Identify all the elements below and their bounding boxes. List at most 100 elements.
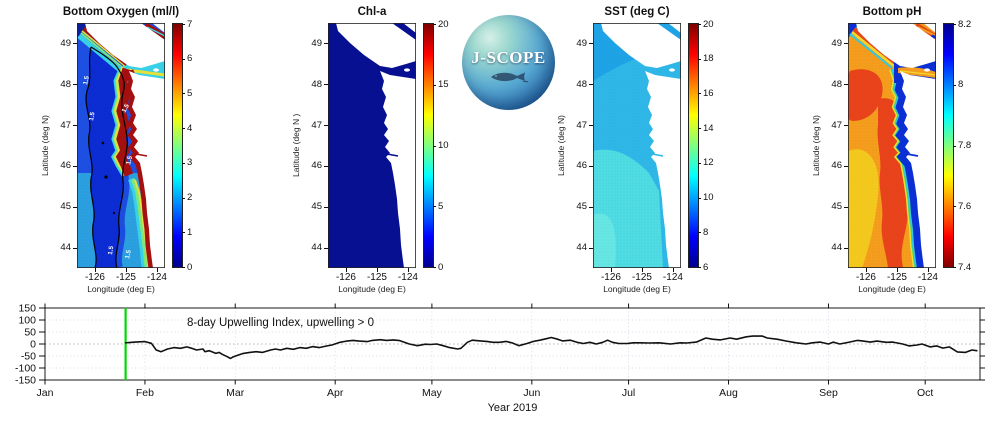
colorbar-tick-label: 10: [703, 192, 714, 204]
lon-tick-mark: [345, 268, 347, 272]
month-tick-label: Apr: [327, 387, 344, 399]
colorbar-tick-mark: [698, 24, 701, 25]
colorbar-tick-label: 1: [187, 226, 193, 238]
lat-tick-mark: [589, 206, 593, 208]
land-coast: [645, 71, 681, 268]
colorbar-sst: 20 18 16 14 12 10 8 6: [688, 19, 714, 272]
lat-tick-label: 49: [311, 37, 322, 49]
lon-tick-label: -125: [631, 272, 652, 283]
colorbar-tick-mark: [953, 206, 956, 208]
lon-tick-label: -124: [662, 272, 683, 283]
lon-tick-label: -124: [397, 272, 418, 283]
lat-tick-mark: [589, 165, 593, 167]
colorbar-tick-label: 7.8: [958, 140, 972, 151]
land-vancouver-island: [601, 23, 681, 68]
lat-tick-mark: [324, 125, 328, 127]
colorbar-tick-label: 7: [187, 18, 193, 30]
colorbar-tick-mark: [953, 84, 956, 86]
lon-tick-label: -126: [855, 272, 876, 283]
lat-tick-mark: [324, 165, 328, 167]
colorbar-tick-label: 12: [703, 157, 714, 169]
lat-tick-mark: [844, 247, 848, 249]
colorbar-tick-mark: [433, 84, 436, 86]
lat-tick-mark: [324, 84, 328, 86]
lat-tick-label: 44: [576, 242, 587, 254]
colorbar-tick-mark: [182, 232, 185, 234]
y-tick-label: -100: [15, 363, 36, 375]
month-tick-label: Mar: [226, 387, 245, 399]
lat-tick-mark: [324, 43, 328, 45]
colorbar-tick-mark: [182, 197, 185, 199]
map-ylabel: Latitude (deg N): [556, 115, 566, 176]
land-vancouver-island: [856, 23, 936, 68]
lon-tick-mark: [156, 268, 158, 272]
colorbar-tick-label: 7.4: [958, 261, 972, 273]
month-tick-label: Jun: [523, 387, 540, 399]
colorbar-tick-mark: [953, 145, 956, 147]
lon-tick-label: -126: [600, 272, 621, 283]
lat-tick-mark: [844, 43, 848, 45]
map-ylabel: Latitude (deg N ): [291, 113, 301, 178]
colorbar-tick-label: 18: [703, 53, 714, 65]
colorbar-chl-a: 20 15 10 5 0: [423, 19, 449, 272]
lat-tick-mark: [73, 43, 77, 45]
y-tick-label: 0: [30, 339, 36, 351]
lat-tick-label: 45: [60, 201, 71, 213]
lat-tick-label: 46: [60, 160, 71, 172]
map-area-chl-a: 49 48 47 46 45 44 -126 -125 -124: [311, 23, 418, 283]
colorbar-tick-label: 3: [187, 157, 193, 169]
land-coast: [900, 71, 936, 268]
map-xlabel: Longitude (deg E): [338, 284, 406, 294]
land-mainland-corner: [403, 23, 416, 33]
lat-tick-label: 46: [831, 160, 842, 172]
lat-tick-label: 49: [576, 37, 587, 49]
month-tick-label: Aug: [719, 387, 738, 399]
timeseries-xlabel: Year 2019: [487, 402, 538, 414]
colorbar-tick-mark: [433, 145, 436, 147]
lat-tick-mark: [73, 247, 77, 249]
colorbar-tick-label: 16: [703, 87, 714, 99]
jscope-logo: J-SCOPE: [462, 15, 555, 110]
colorbar-tick-mark: [698, 267, 701, 268]
columbia-river: [906, 153, 919, 157]
y-tick-label: 50: [24, 327, 36, 339]
colorbar-tick-label: 5: [187, 87, 193, 99]
lon-tick-mark: [610, 268, 612, 272]
colorbar-tick-label: 8.2: [958, 18, 972, 30]
lon-tick-mark: [672, 268, 674, 272]
colorbar-tick-mark: [953, 267, 956, 268]
lat-tick-label: 45: [311, 201, 322, 213]
map-xlabel: Longitude (deg E): [603, 284, 671, 294]
lat-tick-label: 45: [831, 201, 842, 213]
lon-tick-mark: [865, 268, 867, 272]
sst-map: [593, 23, 681, 268]
lat-tick-mark: [844, 84, 848, 86]
map-area-sst: 49 48 47 46 45 44 -126 -125 -124: [576, 23, 683, 283]
colorbar-tick-mark: [182, 93, 185, 95]
lat-tick-mark: [589, 84, 593, 86]
lat-tick-mark: [589, 125, 593, 127]
lon-tick-mark: [407, 268, 409, 272]
month-tick-label: Oct: [917, 387, 933, 399]
lat-tick-mark: [73, 206, 77, 208]
bottom-oxygen-map: 1.5 1.5 1.5 1.5 1.5 1.5: [77, 23, 165, 268]
lat-tick-label: 47: [576, 119, 587, 131]
colorbar-tick-label: 0: [187, 261, 193, 273]
map-ylabel: Latitude (deg N): [40, 115, 50, 176]
land-vancouver-island: [336, 23, 416, 68]
colorbar-bottom-oxygen: 7 6 5 4 3 2 1 0: [172, 19, 192, 272]
map-title-bottom-oxygen: Bottom Oxygen (ml/l): [62, 6, 180, 18]
colorbar-tick-mark: [433, 267, 436, 268]
map-title-chl-a: Chl-a: [357, 6, 387, 18]
colorbar-tick-label: 4: [187, 122, 193, 134]
lat-tick-mark: [589, 247, 593, 249]
colorbar-tick-label: 14: [703, 122, 714, 134]
lat-tick-label: 48: [60, 78, 71, 90]
upwelling-index-line: [124, 335, 978, 360]
colorbar-tick-label: 2: [187, 192, 193, 204]
map-title-bottom-ph: Bottom pH: [862, 6, 922, 18]
land-mainland-corner: [923, 23, 936, 33]
map-area-bottom-oxygen: 1.5 1.5 1.5 1.5 1.5 1.5 49 48 47 46 45 44 -126…: [60, 23, 167, 283]
lat-tick-label: 48: [311, 78, 322, 90]
